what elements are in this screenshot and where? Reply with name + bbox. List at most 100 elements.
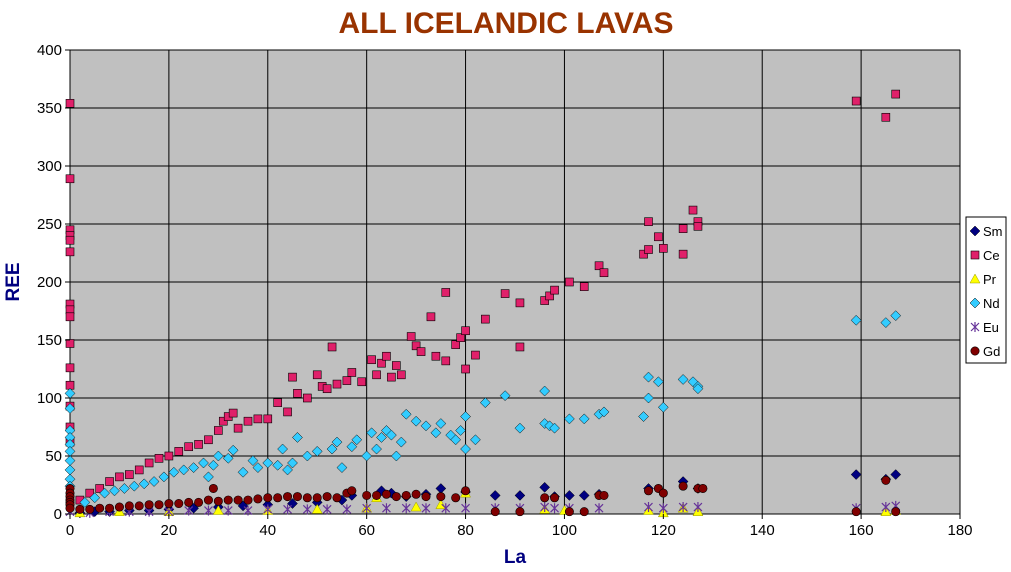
point-ce xyxy=(426,312,436,322)
point-ce xyxy=(461,364,470,374)
point-ce xyxy=(288,372,297,382)
x-tick-label: 120 xyxy=(651,522,676,539)
point-gd xyxy=(253,494,263,504)
series-nd xyxy=(64,310,902,508)
point-eu xyxy=(421,503,431,514)
point-eu xyxy=(644,502,653,513)
point-gd xyxy=(164,499,174,509)
point-nd xyxy=(598,406,610,418)
point-nd xyxy=(351,434,363,446)
point-nd xyxy=(514,422,526,434)
point-nd xyxy=(237,466,249,478)
point-gd xyxy=(540,493,550,503)
point-nd xyxy=(311,446,323,457)
point-eu xyxy=(243,505,253,516)
point-nd xyxy=(64,403,76,414)
point-ce xyxy=(693,222,703,231)
point-eu xyxy=(283,504,292,515)
point-gd xyxy=(678,481,688,491)
point-eu xyxy=(204,505,213,516)
point-nd xyxy=(643,392,654,404)
point-nd xyxy=(643,371,654,383)
point-eu xyxy=(223,505,233,516)
point-sm xyxy=(850,469,862,480)
point-ce xyxy=(243,416,253,426)
point-ce xyxy=(154,454,164,463)
chart-title: ALL ICELANDIC LAVAS xyxy=(339,7,674,40)
series-gd xyxy=(65,475,901,517)
x-tick-label: 60 xyxy=(358,522,375,539)
point-nd xyxy=(208,459,219,471)
point-ce xyxy=(451,340,460,349)
point-ce xyxy=(387,372,396,382)
point-gd xyxy=(381,489,391,499)
point-nd xyxy=(578,413,590,425)
point-ce xyxy=(65,174,75,184)
point-ce xyxy=(540,296,549,305)
point-gd xyxy=(312,493,322,503)
y-tick-label: 0 xyxy=(54,506,62,523)
point-nd xyxy=(128,480,140,492)
point-eu xyxy=(184,505,194,516)
x-axis-ticks: 0 20 40 60 80 100 120 140 160 180 xyxy=(66,514,973,539)
point-ce xyxy=(115,472,124,482)
point-ce xyxy=(144,458,154,468)
y-tick-label: 100 xyxy=(37,390,62,407)
point-ce xyxy=(214,426,223,435)
point-gd xyxy=(85,504,95,514)
point-nd xyxy=(460,443,471,455)
point-nd xyxy=(435,418,447,429)
point-ce xyxy=(678,224,688,233)
point-ce xyxy=(461,326,470,336)
point-ce xyxy=(218,416,228,426)
point-gd xyxy=(273,493,283,503)
point-ce xyxy=(134,465,144,475)
legend-label-gd: Gd xyxy=(983,344,1000,359)
point-nd xyxy=(657,401,669,413)
point-gd xyxy=(451,493,461,503)
point-nd xyxy=(549,422,560,434)
point-ce xyxy=(406,332,416,341)
point-ce xyxy=(545,291,554,301)
point-ce xyxy=(303,393,312,403)
point-eu xyxy=(342,504,352,515)
point-ce xyxy=(594,261,604,271)
point-gd xyxy=(881,475,891,485)
point-nd xyxy=(178,464,190,476)
point-gd xyxy=(322,492,332,502)
legend-label-pr: Pr xyxy=(983,272,997,287)
point-gd xyxy=(891,507,901,517)
x-tick-label: 20 xyxy=(161,522,178,539)
point-nd xyxy=(361,450,373,462)
point-nd xyxy=(564,413,575,425)
point-gd xyxy=(391,492,401,502)
point-nd xyxy=(198,457,209,469)
point-ce xyxy=(851,96,861,106)
point-ce xyxy=(65,99,75,108)
point-sm xyxy=(489,490,501,501)
point-ce xyxy=(382,351,391,361)
point-nd xyxy=(890,310,902,321)
point-nd xyxy=(479,397,491,408)
point-ce xyxy=(392,361,401,370)
point-ce xyxy=(411,341,421,351)
point-nd xyxy=(148,476,160,487)
point-eu xyxy=(401,503,411,514)
point-gd xyxy=(436,492,446,502)
point-ce xyxy=(644,245,653,254)
point-nd xyxy=(366,427,377,439)
point-ce xyxy=(654,232,663,242)
legend-marker-sm xyxy=(969,225,981,237)
point-ce xyxy=(367,355,376,365)
point-gd xyxy=(515,507,525,517)
point-ce xyxy=(357,377,367,387)
point-ce xyxy=(283,407,292,417)
point-nd xyxy=(212,450,224,462)
point-nd xyxy=(138,478,150,490)
point-ce xyxy=(65,235,75,245)
point-nd xyxy=(376,432,387,443)
point-gd xyxy=(643,486,653,496)
point-gd xyxy=(184,497,194,507)
point-nd xyxy=(158,471,170,483)
point-ce xyxy=(85,488,95,498)
